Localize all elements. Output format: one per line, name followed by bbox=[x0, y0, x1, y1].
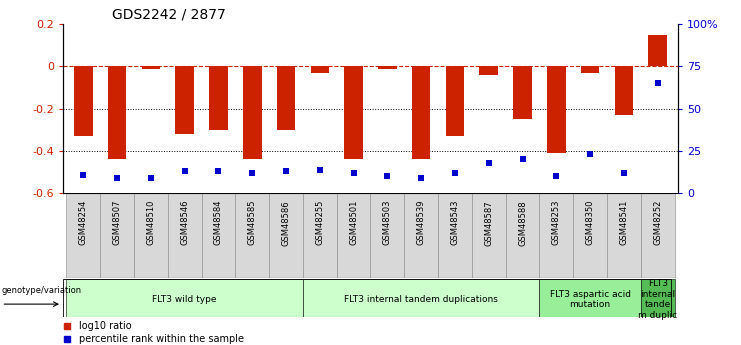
Bar bbox=[303, 193, 336, 278]
Text: GSM48584: GSM48584 bbox=[214, 200, 223, 245]
Bar bbox=[641, 279, 674, 317]
Bar bbox=[176, 66, 194, 134]
Text: FLT3 wild type: FLT3 wild type bbox=[153, 295, 217, 304]
Bar bbox=[547, 66, 565, 153]
Bar bbox=[167, 193, 202, 278]
Bar bbox=[67, 279, 303, 317]
Bar bbox=[505, 193, 539, 278]
Bar bbox=[142, 66, 160, 69]
Bar bbox=[134, 193, 167, 278]
Bar bbox=[100, 193, 134, 278]
Text: GSM48510: GSM48510 bbox=[146, 200, 156, 245]
Bar bbox=[614, 66, 634, 115]
Text: GSM48252: GSM48252 bbox=[654, 200, 662, 245]
Text: GSM48255: GSM48255 bbox=[316, 200, 325, 245]
Bar bbox=[74, 66, 93, 136]
Text: GSM48586: GSM48586 bbox=[282, 200, 290, 246]
Text: GSM48585: GSM48585 bbox=[247, 200, 256, 245]
Text: GSM48541: GSM48541 bbox=[619, 200, 628, 245]
Bar bbox=[209, 66, 227, 130]
Bar bbox=[445, 66, 465, 136]
Bar bbox=[405, 193, 438, 278]
Text: FLT3 aspartic acid
mutation: FLT3 aspartic acid mutation bbox=[550, 290, 631, 309]
Bar bbox=[303, 279, 539, 317]
Text: GSM48587: GSM48587 bbox=[485, 200, 494, 246]
Text: genotype/variation: genotype/variation bbox=[1, 286, 82, 295]
Bar bbox=[641, 193, 674, 278]
Bar bbox=[539, 279, 641, 317]
Text: GSM48254: GSM48254 bbox=[79, 200, 87, 245]
Bar bbox=[276, 66, 296, 130]
Text: GSM48543: GSM48543 bbox=[451, 200, 459, 245]
Bar bbox=[336, 193, 370, 278]
Bar bbox=[607, 193, 641, 278]
Text: GSM48507: GSM48507 bbox=[113, 200, 122, 245]
Bar bbox=[107, 66, 127, 159]
Bar bbox=[243, 66, 262, 159]
Text: GSM48503: GSM48503 bbox=[383, 200, 392, 245]
Bar bbox=[269, 193, 303, 278]
Text: log10 ratio: log10 ratio bbox=[79, 321, 132, 331]
Text: GSM48539: GSM48539 bbox=[416, 200, 425, 245]
Bar bbox=[370, 193, 405, 278]
Bar bbox=[438, 193, 472, 278]
Bar bbox=[581, 66, 599, 73]
Text: GSM48588: GSM48588 bbox=[518, 200, 527, 246]
Text: FLT3
internal
tande
m duplic: FLT3 internal tande m duplic bbox=[638, 279, 677, 320]
Text: GSM48501: GSM48501 bbox=[349, 200, 358, 245]
Bar bbox=[236, 193, 269, 278]
Text: GDS2242 / 2877: GDS2242 / 2877 bbox=[112, 8, 226, 22]
Text: GSM48546: GSM48546 bbox=[180, 200, 189, 245]
Bar bbox=[67, 193, 100, 278]
Bar bbox=[514, 66, 532, 119]
Bar bbox=[310, 66, 329, 73]
Bar bbox=[412, 66, 431, 159]
Bar bbox=[202, 193, 236, 278]
Text: FLT3 internal tandem duplications: FLT3 internal tandem duplications bbox=[345, 295, 498, 304]
Text: GSM48253: GSM48253 bbox=[552, 200, 561, 245]
Text: GSM48350: GSM48350 bbox=[585, 200, 595, 245]
Bar bbox=[345, 66, 363, 159]
Bar bbox=[479, 66, 498, 75]
Bar bbox=[539, 193, 574, 278]
Bar bbox=[574, 193, 607, 278]
Bar bbox=[648, 35, 667, 66]
Text: percentile rank within the sample: percentile rank within the sample bbox=[79, 334, 245, 344]
Bar bbox=[472, 193, 505, 278]
Bar bbox=[378, 66, 396, 69]
